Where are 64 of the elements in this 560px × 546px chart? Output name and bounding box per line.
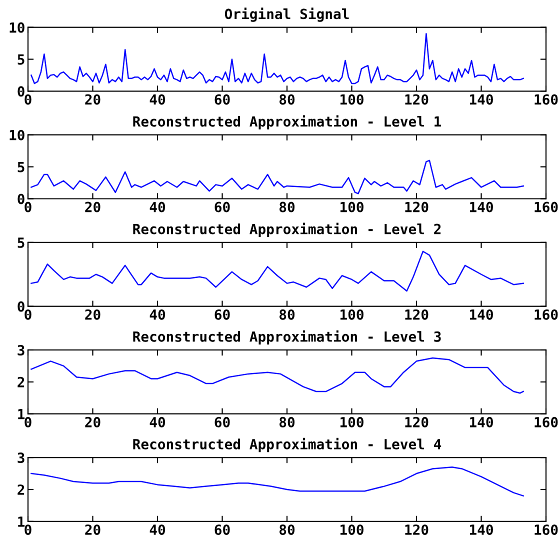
x-tick-label: 100 bbox=[340, 416, 364, 428]
chart-title: Reconstructed Approximation - Level 4 bbox=[133, 438, 442, 452]
x-tick-label: 120 bbox=[405, 202, 428, 212]
y-tick-label: 5 bbox=[18, 238, 24, 248]
line-series bbox=[30, 357, 524, 394]
x-tick-label: 40 bbox=[150, 416, 166, 428]
x-tick-label: 40 bbox=[150, 309, 166, 320]
x-tick-label: 80 bbox=[280, 94, 295, 105]
x-tick-label: 120 bbox=[405, 309, 428, 320]
line-series bbox=[30, 33, 524, 84]
x-tick-label: 20 bbox=[85, 416, 100, 428]
x-tick-label: 40 bbox=[150, 524, 166, 535]
x-tick-label: 140 bbox=[470, 416, 493, 428]
x-tick-label: 100 bbox=[340, 202, 364, 212]
y-tick-label: 0 bbox=[18, 301, 24, 312]
y-tick-label: 1 bbox=[18, 516, 25, 527]
y-tick-label: 3 bbox=[18, 344, 24, 356]
x-tick-label: 100 bbox=[340, 94, 364, 105]
x-tick-label: 80 bbox=[280, 309, 295, 320]
x-tick-label: 60 bbox=[214, 524, 230, 535]
x-tick-label: 80 bbox=[280, 524, 295, 535]
x-tick-label: 60 bbox=[214, 202, 230, 212]
x-tick-label: 120 bbox=[405, 416, 428, 428]
x-tick-label: 160 bbox=[534, 524, 558, 535]
x-tick-label: 140 bbox=[470, 309, 493, 320]
line-series bbox=[30, 160, 524, 194]
chart-title: Original Signal bbox=[224, 8, 349, 22]
y-tick-label: 10 bbox=[10, 22, 24, 33]
x-tick-label: 160 bbox=[534, 309, 558, 320]
x-tick-label: 60 bbox=[214, 94, 230, 105]
x-tick-label: 40 bbox=[150, 94, 166, 105]
x-tick-label: 100 bbox=[340, 309, 364, 320]
y-tick-label: 2 bbox=[18, 376, 24, 388]
y-tick-label: 2 bbox=[18, 484, 24, 495]
x-tick-label: 140 bbox=[470, 524, 493, 535]
chart-title: Reconstructed Approximation - Level 2 bbox=[133, 222, 441, 237]
y-tick-label: 5 bbox=[18, 54, 24, 65]
line-series bbox=[30, 466, 524, 496]
y-tick-label: 3 bbox=[18, 452, 24, 464]
x-tick-label: 100 bbox=[340, 524, 364, 535]
x-tick-label: 160 bbox=[534, 202, 558, 212]
x-tick-label: 60 bbox=[214, 309, 230, 320]
x-tick-label: 120 bbox=[405, 524, 428, 535]
x-tick-label: 20 bbox=[85, 94, 100, 105]
x-tick-label: 20 bbox=[85, 524, 100, 535]
y-tick-label: 5 bbox=[18, 162, 24, 172]
x-tick-label: 140 bbox=[470, 94, 493, 105]
x-tick-label: 140 bbox=[470, 202, 493, 212]
x-tick-label: 80 bbox=[280, 202, 295, 212]
y-tick-label: 0 bbox=[18, 86, 24, 97]
x-tick-label: 80 bbox=[280, 416, 295, 428]
y-tick-label: 10 bbox=[10, 130, 24, 140]
x-tick-label: 160 bbox=[534, 416, 558, 428]
chart-title: Reconstructed Approximation - Level 3 bbox=[133, 330, 441, 345]
x-tick-label: 60 bbox=[214, 416, 230, 428]
x-tick-label: 160 bbox=[534, 94, 558, 105]
line-series bbox=[30, 250, 524, 292]
chart-title: Reconstructed Approximation - Level 1 bbox=[133, 115, 442, 130]
y-tick-label: 1 bbox=[18, 409, 25, 420]
x-tick-label: 20 bbox=[85, 309, 100, 320]
x-tick-label: 40 bbox=[150, 202, 166, 212]
x-tick-label: 20 bbox=[85, 202, 100, 212]
y-tick-label: 0 bbox=[18, 194, 24, 204]
x-tick-label: 120 bbox=[405, 94, 428, 105]
